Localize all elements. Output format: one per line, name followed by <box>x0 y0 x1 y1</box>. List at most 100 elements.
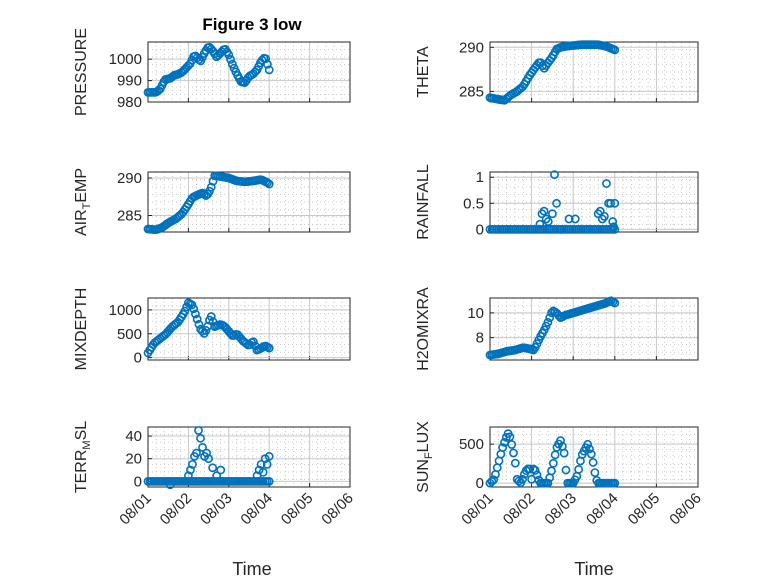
y-tick-label: 1000 <box>109 302 142 319</box>
y-axis-label: AIRTEMP <box>73 168 93 236</box>
x-tick-label: 08/05 <box>278 490 317 529</box>
data-point <box>194 425 203 435</box>
data-point <box>595 206 605 216</box>
y-tick-label: 10 <box>467 305 484 322</box>
data-point <box>548 458 558 468</box>
data-point <box>547 466 556 476</box>
data-point <box>570 214 580 224</box>
data-point <box>264 343 274 353</box>
subplot-pressure: 980 1000 990 PRESSURE <box>73 28 351 116</box>
data-point <box>202 448 211 458</box>
data-point <box>487 477 497 486</box>
data-point <box>206 182 216 192</box>
data-point <box>201 326 211 335</box>
data-point <box>194 319 204 329</box>
y-axis-label: SUNFLUX <box>415 421 435 493</box>
data-point <box>261 54 271 64</box>
y-axis-label: H2OMIXRA <box>415 287 432 371</box>
axes-border <box>147 426 351 488</box>
x-tick-label: 08/02 <box>157 490 196 529</box>
data-point <box>610 198 620 208</box>
y-tick-label: 1000 <box>109 51 142 68</box>
data-point <box>191 309 200 319</box>
data-point <box>264 452 274 461</box>
data-point <box>505 432 515 442</box>
x-tick-label: 08/02 <box>500 490 539 529</box>
data-point <box>559 448 569 458</box>
x-axis-label-left: Time <box>232 559 271 579</box>
data-point <box>602 179 611 188</box>
x-tick-label: 08/01 <box>458 490 497 529</box>
data-point <box>585 444 594 454</box>
data-point <box>216 465 226 475</box>
y-tick-label: 0 <box>476 221 484 238</box>
subplot-air_temp: 285 290 AIRTEMP <box>73 168 351 236</box>
x-tick-label: 08/01 <box>116 490 155 529</box>
y-tick-label: 8 <box>476 330 484 347</box>
subplot-theta: 285 290 THETA <box>415 39 699 105</box>
data-point <box>264 179 274 189</box>
data-point <box>543 317 553 327</box>
data-point <box>489 475 499 485</box>
data-point <box>606 198 616 208</box>
data-point <box>543 217 553 226</box>
x-tick-label: 08/03 <box>541 490 580 529</box>
data-point <box>556 436 565 445</box>
data-point <box>552 198 561 208</box>
y-tick-label: 20 <box>125 451 142 468</box>
data-point <box>547 308 556 318</box>
data-point <box>180 306 190 316</box>
figure-title: Figure 3 low <box>202 15 302 34</box>
data-point <box>224 50 234 60</box>
data-point <box>561 465 571 475</box>
y-tick-label: 990 <box>117 73 142 90</box>
y-tick-label: 290 <box>459 39 484 56</box>
y-tick-label: 500 <box>117 326 142 343</box>
subplot-mixdepth: 0 500 1000 MIXDEPTH <box>73 288 351 371</box>
y-tick-label: 980 <box>117 94 142 111</box>
data-point <box>556 224 566 234</box>
y-axis-label: TERRMSL <box>73 421 93 493</box>
data-point <box>263 178 272 188</box>
data-point <box>543 478 553 488</box>
data-point <box>510 458 520 468</box>
data-point <box>263 59 272 69</box>
x-tick-label: 08/04 <box>237 490 276 529</box>
data-point <box>192 448 201 458</box>
axes-border <box>147 297 351 361</box>
data-point <box>198 442 207 452</box>
y-tick-label: 0.5 <box>463 195 484 212</box>
x-axis-label-right: Time <box>574 559 613 579</box>
data-point <box>212 471 222 481</box>
axes-border <box>147 41 351 103</box>
y-tick-label: 0 <box>476 475 484 492</box>
y-tick-label: 0 <box>134 473 142 490</box>
data-point <box>539 206 549 216</box>
y-axis-label: MIXDEPTH <box>73 288 90 371</box>
data-point <box>198 326 207 336</box>
data-point <box>590 468 600 478</box>
x-tick-label: 08/03 <box>197 490 236 529</box>
data-point <box>600 211 609 221</box>
y-axis-label: RAINFALL <box>415 164 432 240</box>
data-point <box>509 448 518 458</box>
data-point <box>610 478 620 488</box>
data-point <box>609 222 618 232</box>
subplot-terr_msl: 08/01 08/02 08/03 08/04 08/05 08/06 0 20 40 TERRM… <box>73 421 357 529</box>
data-point <box>186 465 195 475</box>
data-point <box>530 465 540 475</box>
y-tick-label: 285 <box>459 83 484 100</box>
y-tick-label: 40 <box>125 428 142 445</box>
y-tick-label: 0 <box>134 350 142 367</box>
subplot-sun_flux: 08/01 08/02 08/03 08/04 08/05 08/06 0 500 SUNFLU… <box>415 421 705 529</box>
data-point <box>548 209 557 219</box>
y-tick-label: 1 <box>476 169 484 186</box>
data-point <box>498 443 508 452</box>
data-point <box>564 214 574 224</box>
subplot-rainfall: 0 0.5 1 RAINFALL <box>415 164 699 240</box>
data-point <box>248 337 258 347</box>
data-point <box>192 314 202 324</box>
data-point <box>588 458 598 467</box>
